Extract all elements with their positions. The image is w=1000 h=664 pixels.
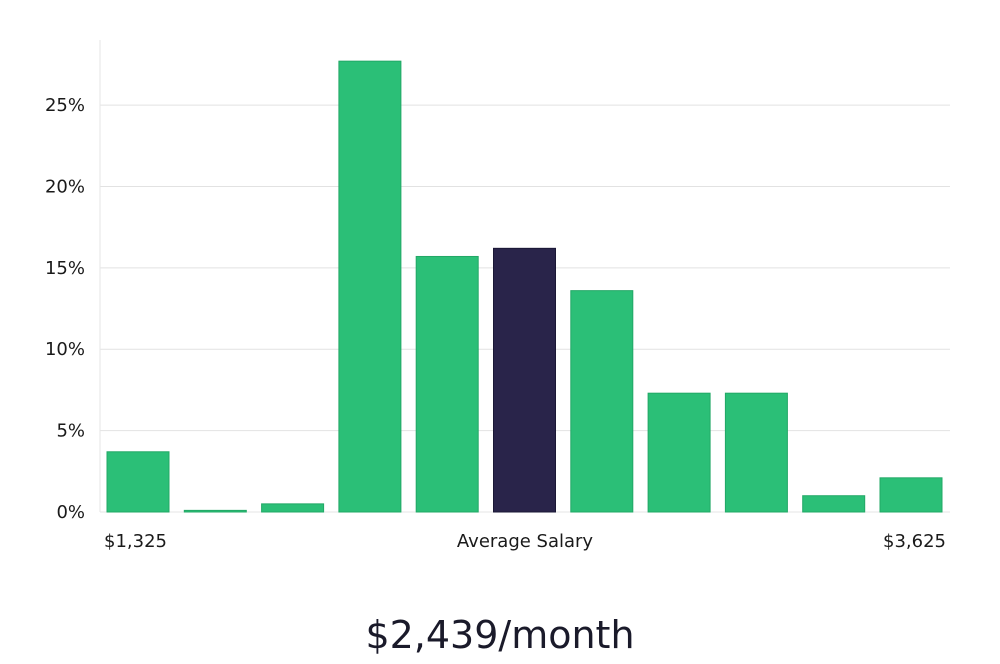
y-tick-label: 15% (45, 258, 85, 279)
bar-layer (106, 60, 943, 513)
x-label-min: $1,325 (104, 531, 167, 552)
bar (183, 509, 247, 513)
y-tick-label: 20% (45, 176, 85, 197)
y-tick-label: 5% (56, 421, 85, 442)
x-label-max: $3,625 (883, 531, 946, 552)
bar (106, 451, 170, 513)
y-tick-label: 0% (56, 502, 85, 523)
bar-average-salary (493, 247, 556, 513)
bar (724, 392, 788, 513)
bar (570, 290, 634, 513)
bar (415, 255, 479, 513)
bar (338, 60, 402, 513)
x-axis-title: Average Salary (457, 531, 594, 552)
bar (802, 495, 866, 513)
bar (879, 477, 943, 513)
bar (261, 503, 325, 513)
label-layer: $1,325 Average Salary $3,625 $2,439/mont… (104, 531, 946, 657)
y-tick-label: 10% (45, 339, 85, 360)
y-tick-label: 25% (45, 95, 85, 116)
average-salary-value: $2,439/month (365, 613, 634, 657)
bar (647, 392, 711, 513)
